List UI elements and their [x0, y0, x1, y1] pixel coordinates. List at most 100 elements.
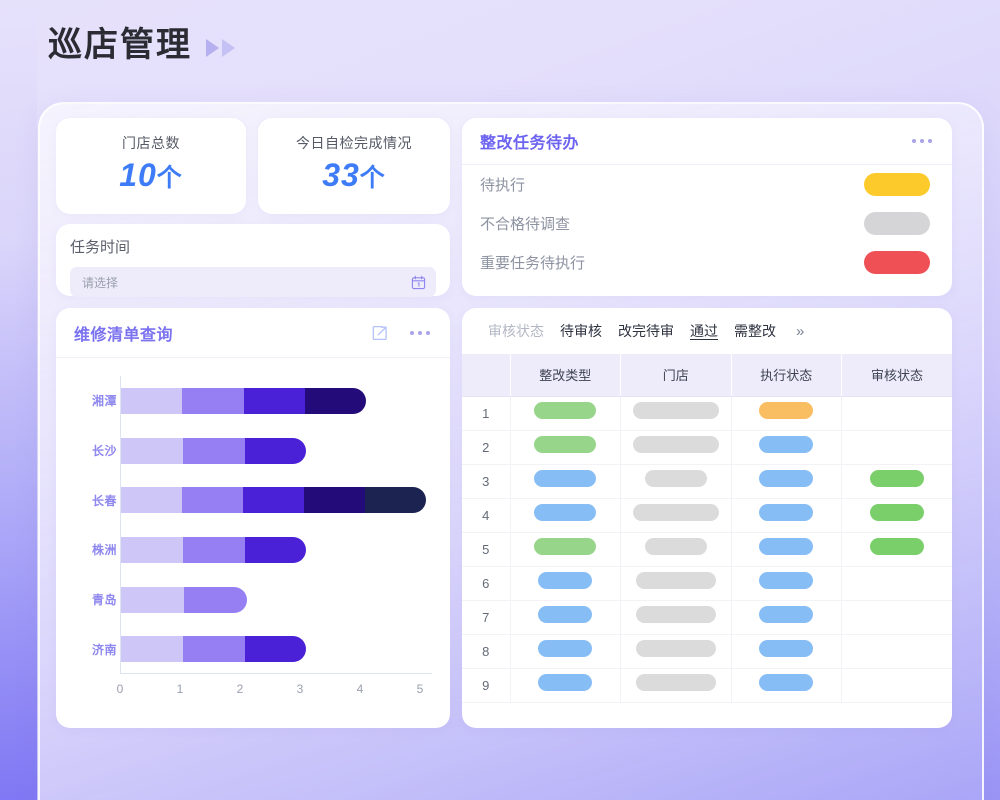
- table-row[interactable]: 1: [462, 396, 952, 431]
- filter-tab-0[interactable]: 待审核: [560, 323, 602, 339]
- bar-segment: [244, 636, 307, 663]
- chart-title: 维修清单查询: [74, 326, 174, 344]
- row-index: 6: [462, 566, 511, 601]
- cell-placeholder-pill: [538, 674, 593, 691]
- chart-card-header: 维修清单查询: [56, 308, 450, 358]
- table-cell: [510, 498, 621, 533]
- filter-tab-3[interactable]: 需整改: [734, 323, 776, 339]
- chevron-double-right-icon[interactable]: »: [796, 322, 805, 340]
- table-cell: [841, 430, 952, 465]
- stat-card-today-selfcheck[interactable]: 今日自检完成情况 33个: [258, 118, 450, 214]
- bar-segment: [121, 586, 184, 613]
- table-cell: [731, 634, 842, 669]
- bar-segment: [243, 387, 305, 414]
- cell-placeholder-pill: [635, 606, 716, 623]
- table-header-cell: 门店: [620, 354, 732, 397]
- table-row[interactable]: 9: [462, 668, 952, 703]
- bar-category-label: 长春: [91, 493, 117, 508]
- bar-segment: [182, 636, 245, 663]
- table-row[interactable]: 6: [462, 566, 952, 601]
- row-index: 4: [462, 498, 511, 533]
- calendar-icon[interactable]: [411, 275, 426, 290]
- bar-segment: [121, 487, 182, 514]
- y-axis-line: [120, 376, 121, 674]
- dot: [928, 139, 932, 143]
- table-row[interactable]: 2: [462, 430, 952, 465]
- bar-track: [121, 536, 307, 563]
- double-chevron-right-icon[interactable]: [206, 39, 235, 57]
- dot: [920, 139, 924, 143]
- cell-placeholder-pill: [759, 674, 814, 691]
- cell-placeholder-pill: [534, 436, 597, 453]
- cell-placeholder-pill: [870, 538, 924, 555]
- status-badge: [864, 173, 930, 196]
- cell-placeholder-pill: [644, 470, 707, 487]
- cell-placeholder-pill: [538, 572, 593, 589]
- table-row[interactable]: 7: [462, 600, 952, 635]
- bar-segment: [304, 387, 367, 414]
- x-axis-tick-label: 2: [236, 682, 244, 696]
- todo-row[interactable]: 待执行: [462, 165, 952, 204]
- share-export-icon[interactable]: [370, 323, 390, 343]
- bar-track: [121, 636, 307, 663]
- table-cell: [620, 600, 732, 635]
- table-cell: [841, 566, 952, 601]
- cell-placeholder-pill: [635, 572, 716, 589]
- task-time-picker[interactable]: 请选择: [70, 267, 436, 297]
- table-row[interactable]: 8: [462, 634, 952, 669]
- row-index: 5: [462, 532, 511, 567]
- stat-unit: 个: [359, 164, 386, 192]
- table-cell: [731, 464, 842, 499]
- table-header-cell: 整改类型: [510, 354, 621, 397]
- table-cell: [731, 600, 842, 635]
- filter-tab-2[interactable]: 通过: [690, 323, 718, 339]
- bar-segment: [244, 437, 307, 464]
- row-index: 2: [462, 430, 511, 465]
- table-cell: [841, 600, 952, 635]
- bar-track: [121, 437, 307, 464]
- chart-actions: [370, 323, 430, 343]
- bar-segment: [121, 536, 183, 563]
- cell-placeholder-pill: [759, 470, 814, 487]
- x-axis-line: [120, 673, 432, 674]
- stat-label: 今日自检完成情况: [296, 135, 412, 151]
- bar-track: [121, 586, 247, 613]
- filter-bar: 审核状态 待审核 改完待审 通过 需整改 »: [462, 308, 952, 354]
- table-cell: [731, 532, 842, 567]
- table-header-cell: 执行状态: [731, 354, 842, 397]
- todo-card-title: 整改任务待办: [480, 135, 580, 152]
- stat-number: 33: [322, 157, 360, 193]
- table-row[interactable]: 5: [462, 532, 952, 567]
- table-cell: [510, 600, 621, 635]
- table-cell: [841, 498, 952, 533]
- row-index: 8: [462, 634, 511, 669]
- todo-row-label: 待执行: [480, 177, 526, 194]
- cell-placeholder-pill: [632, 402, 719, 419]
- chart-card: 维修清单查询 湘潭 长沙 长春 株洲: [56, 308, 450, 728]
- more-horizontal-icon[interactable]: [410, 330, 430, 335]
- cell-placeholder-pill: [759, 538, 814, 555]
- todo-row[interactable]: 重要任务待执行: [462, 243, 952, 282]
- filter-tab-1[interactable]: 改完待审: [618, 323, 674, 339]
- row-index: 7: [462, 600, 511, 635]
- cell-placeholder-pill: [759, 402, 814, 419]
- cell-placeholder-pill: [759, 436, 814, 453]
- table-cell: [510, 532, 621, 567]
- table-row[interactable]: 3: [462, 464, 952, 499]
- cell-placeholder-pill: [534, 470, 597, 487]
- todo-row[interactable]: 不合格待调查: [462, 204, 952, 243]
- dot: [912, 139, 916, 143]
- cell-placeholder-pill: [870, 470, 924, 487]
- more-horizontal-icon[interactable]: [912, 139, 932, 143]
- table-cell: [620, 498, 732, 533]
- bar-segment: [121, 387, 183, 414]
- x-axis-tick-label: 1: [176, 682, 184, 696]
- task-time-input[interactable]: 请选择: [82, 275, 119, 290]
- bar-row: 湘潭: [92, 387, 432, 414]
- table-header-row: 整改类型 门店 执行状态 审核状态: [462, 354, 952, 397]
- task-time-card: 任务时间 请选择: [56, 224, 450, 297]
- table-row[interactable]: 4: [462, 498, 952, 533]
- stat-card-total-stores[interactable]: 门店总数 10个: [56, 118, 246, 214]
